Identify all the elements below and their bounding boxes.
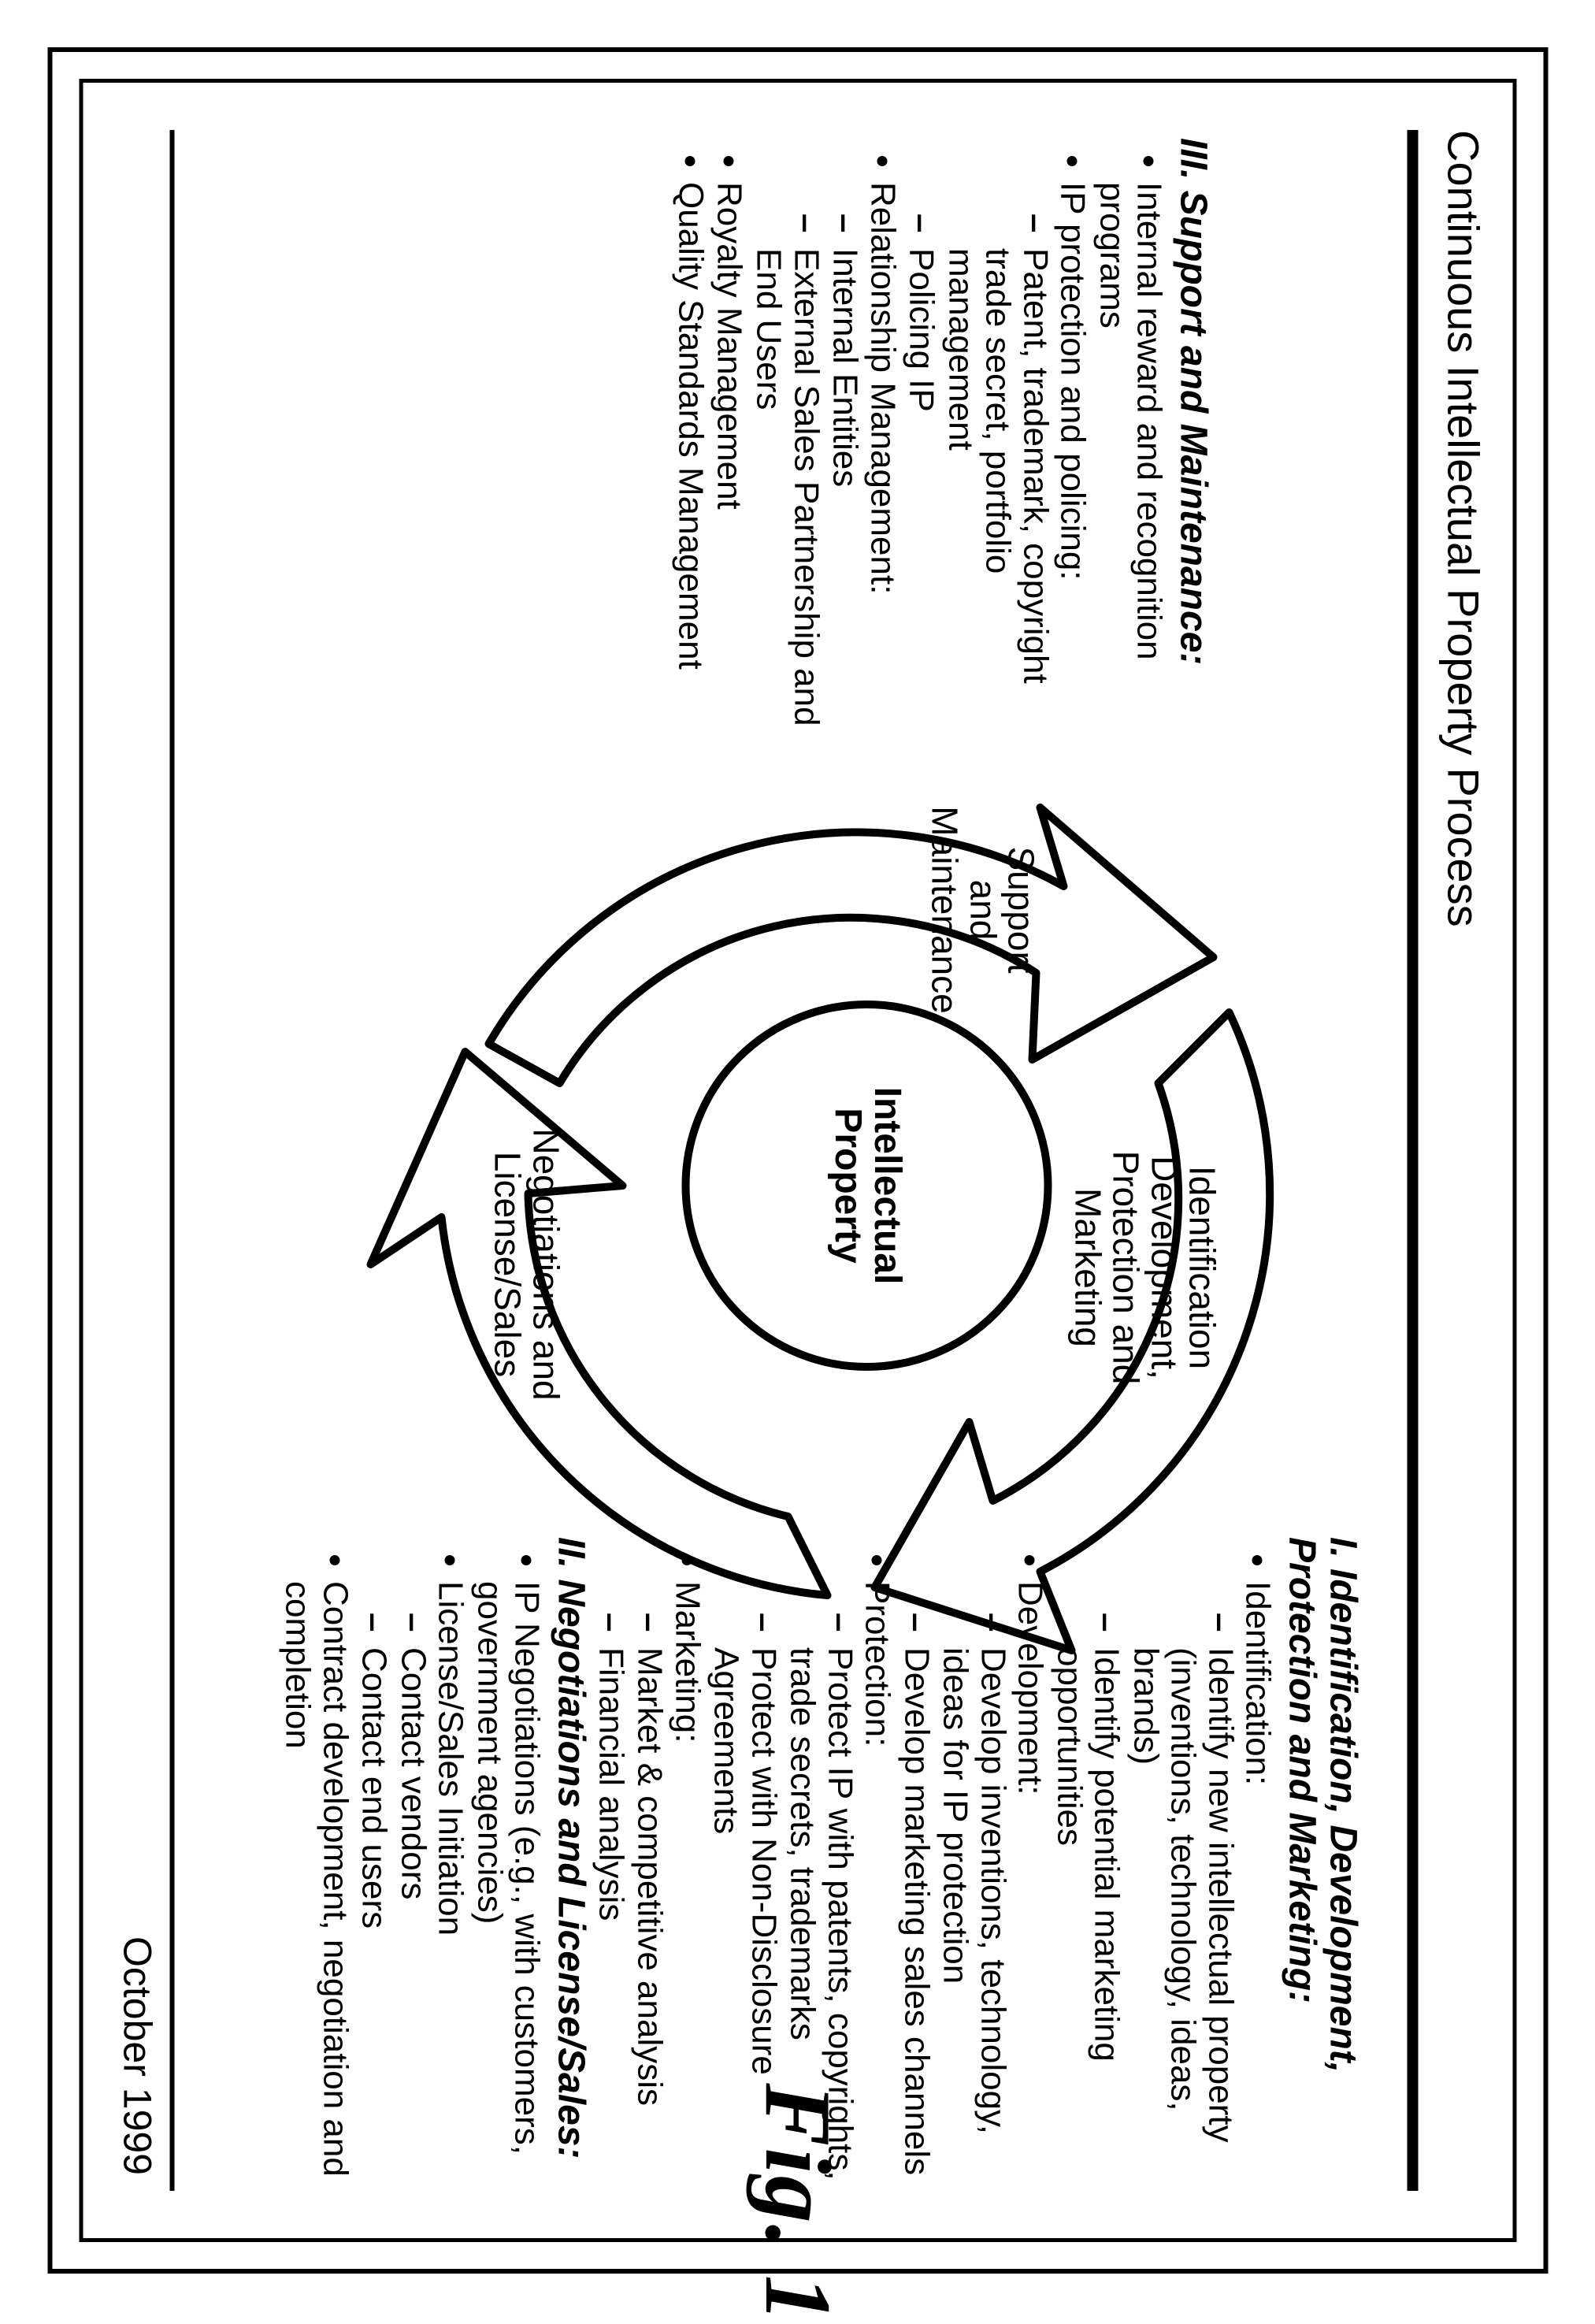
section-1-group-items: Develop inventions, technology, ideas fo… [897,1581,1011,2183]
section-2-bullet-text: Contract development, negotiation and co… [278,1581,354,2177]
section-2-bullet: License/Sales InitiationContact vendorsC… [355,1581,469,2183]
section-3-bullet: Relationship Management:Internal Entitie… [750,182,901,744]
date-label: October 1999 [114,1936,160,2175]
section-3-subitem: Policing IP [903,213,940,744]
section-3-sublist: Patent, trademark, copyright trade secre… [903,182,1054,744]
section-3-subitem: Internal Entities [826,213,864,744]
section-1-group-items: Identify new intellectual property (inve… [1050,1581,1239,2183]
section-1-group-head: Protection: [859,1581,896,2183]
section-1-item: Market & competitive analysis [631,1613,669,2183]
page: Continuous Intellectual Property Process [0,0,1595,2321]
outer-frame: Continuous Intellectual Property Process [47,47,1548,2274]
center-line2: Property [826,1108,868,1263]
section-1-item: Financial analysis [592,1613,629,2183]
section-2-title: II. Negotiations and License/Sales: [550,1537,591,2183]
section-1-item: Identify new intellectual property (inve… [1126,1613,1239,2183]
section-3-bullet: IP protection and policing:Patent, trade… [903,182,1092,744]
section-3-list: Internal reward and recognition programs… [671,138,1167,744]
bottom-rule [169,130,174,2191]
section-1-title: I. Identification, Development, Protecti… [1281,1537,1363,2183]
section-3: III. Support and Maintenance: Internal r… [670,138,1213,744]
section-1-item: Identify potential marketing opportuniti… [1050,1613,1125,2183]
section-3-bullet-text: Royalty Management [710,182,749,510]
section-3-bullet: Quality Standards Management [671,182,709,744]
section-1-item: Develop marketing sales channels [897,1613,935,2183]
section-1-group-head: Marketing: [668,1581,706,2183]
section-3-bullet-text: Internal reward and recognition programs [1092,182,1169,660]
section-3-subitem: Patent, trademark, copyright trade secre… [941,213,1054,744]
section-1-list: Identification:Identify new intellectual… [592,1537,1276,2183]
section-3-bullet-text: Relationship Management: [863,182,902,594]
section-3-sublist: Internal EntitiesExternal Sales Partners… [750,182,864,744]
figure-label: Fig. 1 [744,2083,852,2323]
section-3-title: III. Support and Maintenance: [1172,138,1213,744]
segment-label-bottom: Negotiations andLicense/Sales [488,1067,565,1461]
section-2-bullet: IP Negotiations (e.g., with customers, g… [470,1581,545,2183]
diagram-center-label: Intellectual Property [827,1087,907,1285]
section-1-group: Development:Develop inventions, technolo… [897,1581,1048,2183]
cycle-diagram: Intellectual Property IdentificationDeve… [394,713,1339,1658]
section-1-group: Identification:Identify new intellectual… [1050,1581,1276,2183]
section-3-bullet: Royalty Management [710,182,748,744]
section-2-bullet: Contract development, negotiation and co… [279,1581,354,2183]
section-2-sublist: Contact vendorsContact end users [355,1581,432,2183]
section-2-subitem: Contact end users [355,1613,393,2183]
inner-frame: Continuous Intellectual Property Process [79,79,1516,2242]
center-line1: Intellectual [866,1087,907,1285]
section-2-bullet-text: License/Sales Initiation [431,1581,469,1936]
section-2-bullet-text: IP Negotiations (e.g., with customers, g… [470,1581,547,2155]
section-2: II. Negotiations and License/Sales: IP N… [277,1537,591,2183]
section-3-bullet: Internal reward and recognition programs [1092,182,1167,744]
section-3-bullet-text: IP protection and policing: [1053,182,1092,581]
section-2-subitem: Contact vendors [394,1613,432,2183]
segment-label-left: SupportandMaintenance [925,784,1040,1036]
section-1-group-head: Identification: [1239,1581,1277,2183]
page-title: Continuous Intellectual Property Process [1437,130,1489,927]
section-3-subitem: External Sales Partnership and End Users [750,213,825,744]
section-1: I. Identification, Development, Protecti… [590,1537,1363,2183]
section-1-group-items: Market & competitive analysisFinancial a… [592,1581,668,2183]
section-1-group-head: Development: [1011,1581,1049,2183]
section-1-group: Marketing:Market & competitive analysisF… [592,1581,706,2183]
landscape-wrap: Continuous Intellectual Property Process [47,47,1548,2274]
section-3-bullet-text: Quality Standards Management [671,182,710,670]
top-rule [1407,130,1418,2191]
section-2-list: IP Negotiations (e.g., with customers, g… [279,1537,546,2183]
section-1-item: Develop inventions, technology, ideas fo… [937,1613,1011,2183]
segment-label-top: IdentificationDevelopment,Protection and… [1069,1063,1221,1472]
